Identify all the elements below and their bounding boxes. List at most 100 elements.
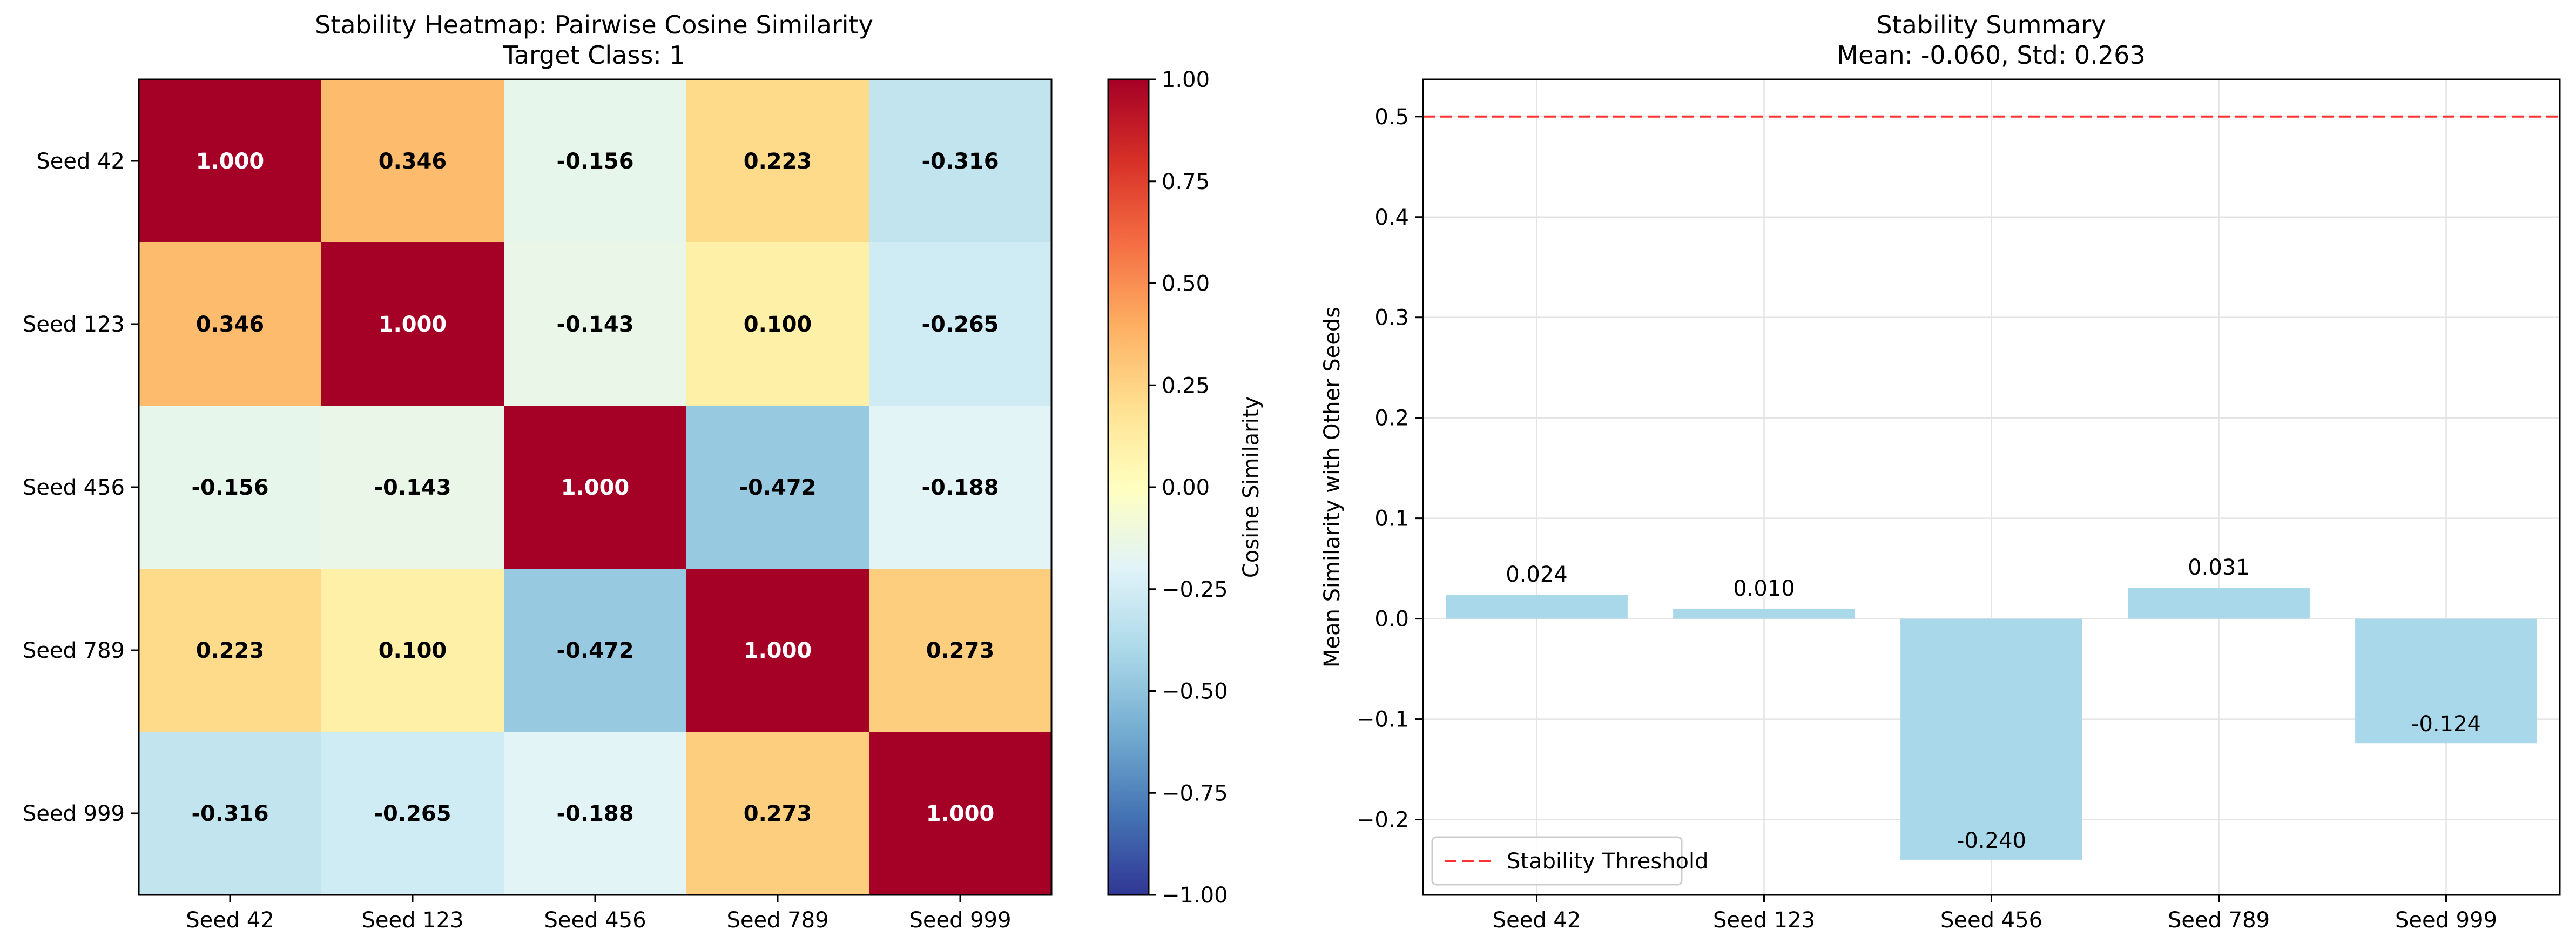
heatmap-cell	[321, 79, 504, 243]
heatmap-x-tick-label: Seed 42	[186, 908, 274, 933]
heatmap-cell-label: -0.265	[374, 801, 451, 826]
heatmap-title: Stability Heatmap: Pairwise Cosine Simil…	[315, 10, 873, 39]
heatmap-cell	[504, 732, 687, 895]
heatmap-y-tick-label: Seed 456	[23, 475, 125, 500]
bar-axes: 0.5 0.4 0.3 0.2 0.1 0.0 −0.1 −0.2 Seed 42 Seed 12…	[1357, 105, 2497, 933]
bar-y-tick-label: −0.1	[1357, 708, 1409, 732]
bar-value-label: 0.031	[2188, 555, 2250, 580]
heatmap-cell-label: 0.346	[379, 149, 447, 174]
bar-x-tick-label: Seed 456	[1940, 908, 2042, 933]
heatmap-cell-label: -0.472	[739, 475, 816, 500]
heatmap-cell-label: 0.100	[379, 638, 447, 663]
heatmap-cell-label: 0.273	[926, 638, 995, 663]
heatmap-cell	[686, 569, 869, 732]
heatmap-x-tick-label: Seed 999	[909, 908, 1011, 933]
heatmap-x-tick-label: Seed 789	[726, 908, 828, 933]
bar-x-tick-label: Seed 42	[1493, 908, 1581, 933]
bar-y-tick-label: 0.3	[1374, 306, 1409, 331]
heatmap-cell-label: 1.000	[379, 312, 447, 337]
heatmap-cell-label: -0.143	[556, 312, 633, 337]
heatmap-cell	[869, 242, 1052, 406]
legend: Stability Threshold	[1431, 836, 1709, 886]
heatmap-cell-label: 0.223	[196, 638, 265, 663]
heatmap-y-tick-label: Seed 789	[23, 638, 125, 663]
heatmap-cell-label: -0.143	[374, 475, 451, 500]
bar-chart: Stability Summary Mean: -0.060, Std: 0.2…	[1320, 10, 2561, 933]
heatmap-cell	[504, 79, 687, 243]
colorbar-tick-label: 0.50	[1162, 272, 1210, 297]
heatmap-cell	[321, 406, 504, 569]
heatmap-cell	[504, 406, 687, 569]
heatmap-cell-label: 1.000	[744, 638, 812, 663]
heatmap-cell-label: -0.188	[921, 475, 999, 500]
heatmap-cell	[686, 406, 869, 569]
bar-value-label: 0.010	[1733, 576, 1795, 601]
bar-y-tick-label: 0.1	[1374, 507, 1409, 531]
heatmap-cell-label: -0.472	[556, 638, 633, 663]
legend-threshold-label: Stability Threshold	[1507, 849, 1709, 874]
heatmap-cell-label: 1.000	[926, 801, 995, 826]
heatmap-cell-label: -0.316	[191, 801, 268, 826]
heatmap-cell-label: -0.156	[556, 149, 633, 174]
bar-marks: 0.024 0.010 -0.240 0.031 -0.124	[1446, 555, 2537, 860]
heatmap-cell	[686, 732, 869, 895]
heatmap-cell-label: -0.188	[556, 801, 633, 826]
heatmap-y-tick-label: Seed 999	[23, 801, 125, 826]
heatmap-y-tick-label: Seed 42	[36, 149, 125, 174]
bar-value-label: -0.124	[2411, 712, 2481, 737]
colorbar-gradient	[1107, 78, 1150, 896]
heatmap-cell	[321, 569, 504, 732]
colorbar-tick-label: −0.25	[1162, 577, 1228, 602]
colorbar-tick-label: −0.75	[1162, 781, 1228, 806]
heatmap-cell-label: 1.000	[196, 149, 265, 174]
heatmap-cell-label: 0.100	[744, 312, 812, 337]
heatmap-cell-label: -0.156	[191, 475, 268, 500]
heatmap-cell-label: -0.316	[921, 149, 999, 174]
bar	[1446, 594, 1628, 619]
bar	[1900, 618, 2082, 860]
colorbar-tick-label: −1.00	[1162, 883, 1228, 908]
heatmap-cell	[686, 242, 869, 406]
bar-chart-subtitle: Mean: -0.060, Std: 0.263	[1837, 41, 2145, 70]
heatmap-cell-label: 0.346	[196, 312, 265, 337]
colorbar-tick-label: 0.00	[1162, 475, 1210, 500]
heatmap-y-tick-label: Seed 123	[23, 312, 125, 337]
bar-y-tick-label: 0.2	[1374, 406, 1409, 431]
bar-ylabel: Mean Similarity with Other Seeds	[1320, 307, 1345, 668]
colorbar-label: Cosine Similarity	[1239, 396, 1264, 578]
heatmap-cell	[139, 569, 322, 732]
heatmap-x-tick-label: Seed 123	[361, 908, 463, 933]
legend-box	[1431, 836, 1683, 886]
colorbar-tick-label: −0.50	[1162, 679, 1228, 704]
heatmap-cell	[139, 79, 322, 243]
bar-value-label: 0.024	[1506, 562, 1568, 587]
bar-x-tick-label: Seed 999	[2395, 908, 2497, 933]
colorbar-tick-label: 1.00	[1162, 68, 1210, 92]
bar-y-tick-label: 0.5	[1374, 105, 1409, 130]
heatmap-cell-label: 0.273	[744, 801, 812, 826]
bar-x-tick-label: Seed 123	[1713, 908, 1815, 933]
bar	[2355, 618, 2537, 744]
bar-y-tick-label: 0.0	[1374, 607, 1409, 632]
heatmap-cell	[869, 732, 1052, 895]
heatmap-cell	[504, 569, 687, 732]
bar-x-tick-label: Seed 789	[2168, 908, 2270, 933]
heatmap-cell-label: -0.265	[921, 312, 999, 337]
heatmap-cell	[686, 79, 869, 243]
heatmap-cell	[321, 242, 504, 406]
heatmap-axes: Seed 42 Seed 123 Seed 456 Seed 789 Seed 999 S…	[23, 149, 1011, 933]
heatmap-cell	[139, 242, 322, 406]
heatmap-cell	[139, 406, 322, 569]
heatmap-x-tick-label: Seed 456	[544, 908, 646, 933]
bar-chart-title: Stability Summary	[1876, 10, 2106, 39]
colorbar-ticks: 1.00 0.75 0.50 0.25 0.00 −0.25 −0.50 −0.75 −1.00	[1149, 68, 1228, 908]
heatmap-cell	[869, 569, 1052, 732]
heatmap-cells: 1.000 0.346 -0.156 0.223 -0.316 0.346 1.000 -0.…	[139, 79, 1052, 895]
bar-y-tick-label: −0.2	[1357, 808, 1409, 833]
colorbar-tick-label: 0.75	[1162, 170, 1210, 194]
heatmap-cell	[869, 79, 1052, 243]
heatmap-cell-label: 1.000	[561, 475, 630, 500]
bar-value-label: -0.240	[1957, 828, 2026, 853]
bar	[1673, 609, 1855, 619]
